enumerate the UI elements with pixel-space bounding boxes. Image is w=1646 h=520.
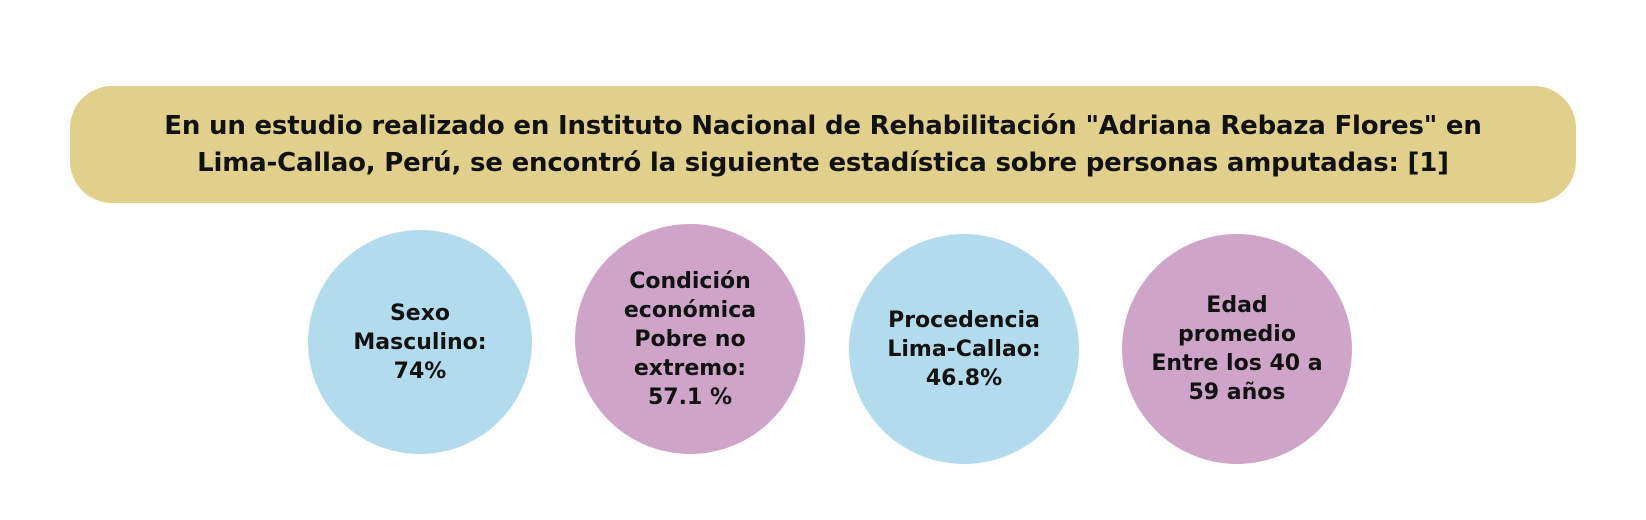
stat-economic-text: Condición económica Pobre no extremo: 57… [623,268,757,410]
stat-sex-text: Sexo Masculino: 74% [353,300,487,384]
intro-banner: En un estudio realizado en Instituto Nac… [70,86,1576,203]
intro-text: En un estudio realizado en Instituto Nac… [164,110,1482,178]
stat-circle-age: Edad promedio Entre los 40 a 59 años [1122,234,1352,464]
stat-age-text: Edad promedio Entre los 40 a 59 años [1151,293,1323,405]
stat-circle-origin: Procedencia Lima-Callao: 46.8% [849,234,1079,464]
stat-circle-economic-condition: Condición económica Pobre no extremo: 57… [575,224,805,454]
stat-circle-sex: Sexo Masculino: 74% [308,230,532,454]
stat-origin-text: Procedencia Lima-Callao: 46.8% [887,307,1041,391]
